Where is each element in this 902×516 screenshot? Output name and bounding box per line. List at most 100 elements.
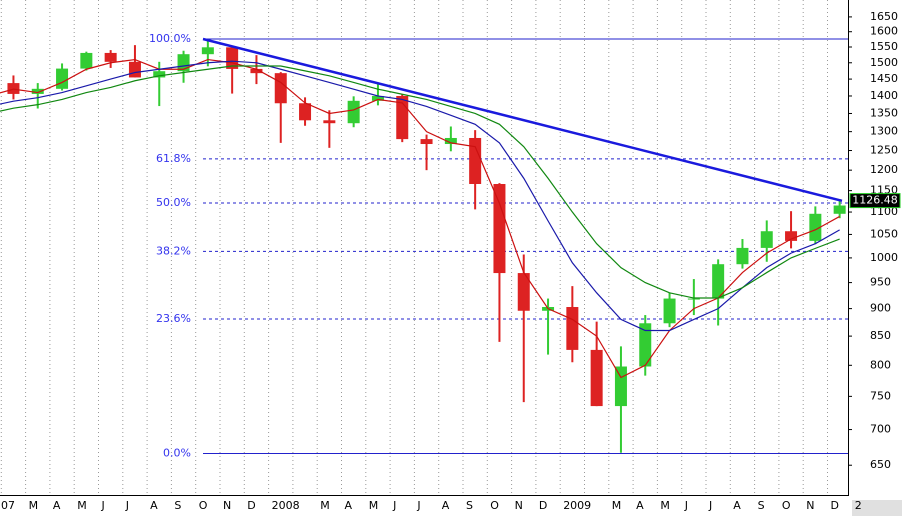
y-tick-label: 1050 [870,227,898,240]
candle-body [809,213,822,241]
x-tick-label: O [490,499,499,512]
candle-body [250,68,263,74]
candle-body [663,298,676,324]
x-tick-label: M [29,499,38,512]
y-tick-label: 850 [870,329,891,342]
y-tick-label: 1000 [870,251,898,264]
candle-body [201,47,214,55]
y-tick-label: 700 [870,423,891,436]
candle-body [760,231,773,248]
x-tick-label: N [223,499,231,512]
candle-body [80,52,93,69]
y-tick-label: 1500 [870,56,898,69]
y-tick-label: 1450 [870,72,898,85]
x-tick-label: D [831,499,839,512]
x-tick-label: M [612,499,622,512]
y-tick-label: 1300 [870,125,898,138]
candle-body [712,264,725,299]
fib-label: 61.8% [156,152,191,165]
x-tick-label: N [806,499,814,512]
last-price-label: 1126.48 [852,194,898,207]
candle-body [56,68,69,89]
y-tick-label: 1200 [870,163,898,176]
candle-body [614,366,627,407]
x-tick-label: S [174,499,181,512]
candle-body [444,137,457,145]
candle-body [323,120,336,124]
plot-area [0,0,848,495]
x-tick-label: 2 [855,499,862,512]
x-tick-label: J [392,499,396,512]
candle-body [639,323,652,367]
candle-body [128,61,141,78]
y-tick-label: 1400 [870,89,898,102]
y-tick-label: 1250 [870,144,898,157]
candle-body [833,205,846,214]
x-tick-label: A [442,499,450,512]
fib-label: 23.6% [156,312,191,325]
x-tick-label: 2008 [272,499,300,512]
candle-body [420,139,433,145]
x-tick-label: O [199,499,208,512]
corner-box [852,500,902,516]
y-tick-label: 1650 [870,10,898,23]
x-tick-label: M [660,499,670,512]
y-tick-label: 650 [870,458,891,471]
x-tick-label: M [320,499,330,512]
x-tick-label: A [150,499,158,512]
y-tick-label: 1350 [870,106,898,119]
candle-body [31,88,44,94]
candle-body [687,298,700,300]
y-tick-label: 1550 [870,40,898,53]
trendline [202,37,843,203]
x-tick-label: A [636,499,644,512]
candle-body [785,231,798,241]
y-tick-label: 750 [870,389,891,402]
fib-label: 100.0% [149,32,191,45]
moving-average [0,60,840,332]
x-tick-label: N [515,499,523,512]
fib-label: 38.2% [156,244,191,257]
y-tick-label: 1100 [870,205,898,218]
moving-average [0,58,840,379]
fib-label: 0.0% [163,447,191,460]
x-tick-label: O [782,499,791,512]
candle-body [274,73,287,104]
y-tick-label: 950 [870,276,891,289]
last-price-box [849,193,901,209]
x-tick-label: J [125,499,129,512]
x-tick-label: S [758,499,765,512]
x-tick-label: 2009 [563,499,591,512]
candle-body [371,95,384,101]
candle-body [7,83,20,94]
x-tick-label: J [684,499,688,512]
x-tick-label: A [733,499,741,512]
x-tick-label: A [345,499,353,512]
candle-body [736,247,749,265]
fib-label: 50.0% [156,196,191,209]
y-tick-label: 800 [870,358,891,371]
x-tick-label: S [466,499,473,512]
y-tick-label: 900 [870,302,891,315]
x-tick-label: A [53,499,61,512]
moving-average [0,65,840,299]
candle-body [153,71,166,78]
candle-body [299,103,312,121]
candle-body [517,273,530,311]
x-tick-label: M [369,499,379,512]
candle-body [590,349,603,407]
x-tick-label: D [247,499,255,512]
candle-body [469,137,482,184]
x-tick-label: M [77,499,87,512]
x-tick-label: D [539,499,547,512]
x-tick-label: J [708,499,712,512]
x-tick-label: J [416,499,420,512]
x-tick-label: 07 [1,499,15,512]
candle-body [347,100,360,124]
candle-body [493,183,506,274]
candle-body [566,307,579,350]
x-tick-label: J [101,499,105,512]
candle-body [104,52,117,62]
